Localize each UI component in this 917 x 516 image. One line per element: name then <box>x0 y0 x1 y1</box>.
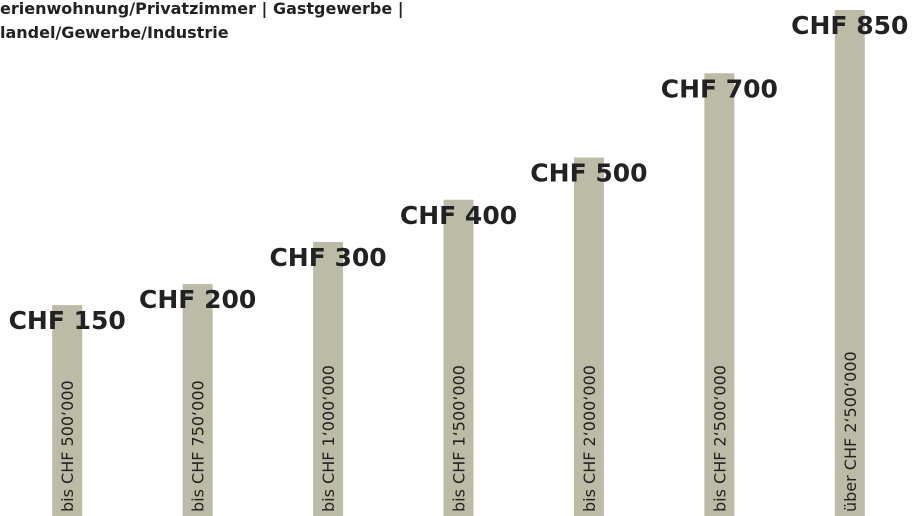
bar <box>52 305 83 516</box>
category-label: bis CHF 2‘000‘000 <box>580 365 599 512</box>
data-label: CHF 850 <box>791 11 908 40</box>
data-label: CHF 150 <box>9 306 126 335</box>
category-label: bis CHF 500‘000 <box>58 380 77 512</box>
category-label: bis CHF 2‘500‘000 <box>710 365 729 512</box>
bar <box>704 73 735 516</box>
data-label: CHF 500 <box>530 159 647 188</box>
chart-title: landel/Gewerbe/Industrie <box>0 23 229 42</box>
bar <box>313 241 344 516</box>
category-label: bis CHF 1‘000‘000 <box>319 365 338 512</box>
bar <box>573 157 604 516</box>
category-label: bis CHF 1‘500‘000 <box>450 365 469 512</box>
chart-title: erienwohnung/Privatzimmer | Gastgewerbe … <box>0 0 404 19</box>
data-label: CHF 200 <box>139 285 256 314</box>
bar <box>443 199 474 516</box>
data-label: CHF 400 <box>400 201 517 230</box>
category-label: über CHF 2‘500‘000 <box>841 351 860 512</box>
bar <box>834 10 865 516</box>
data-label: CHF 300 <box>269 243 386 272</box>
data-label: CHF 700 <box>661 74 778 103</box>
bar <box>182 284 213 516</box>
category-label: bis CHF 750‘000 <box>189 380 208 512</box>
